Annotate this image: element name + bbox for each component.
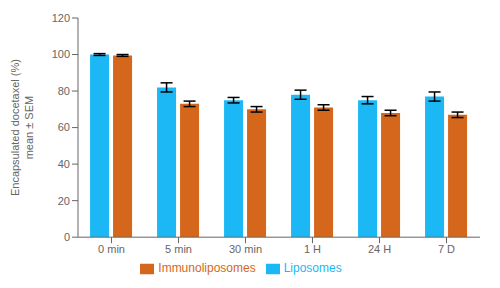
svg-text:7 D: 7 D <box>438 243 455 255</box>
svg-text:0: 0 <box>64 231 70 243</box>
html-text:Immunoliposomes: Immunoliposomes <box>158 261 256 276</box>
svg-text:24 H: 24 H <box>368 243 391 255</box>
svg-text:1 H: 1 H <box>304 243 321 255</box>
svg-text:5 min: 5 min <box>165 243 192 255</box>
svg-text:30 min: 30 min <box>229 243 262 255</box>
svg-text:0 min: 0 min <box>98 243 125 255</box>
svg-text:Encapsulated docetaxel (%)mean: Encapsulated docetaxel (%)mean ± SEM <box>9 59 35 196</box>
svg-text:120: 120 <box>52 12 70 24</box>
svg-text:60: 60 <box>58 121 70 133</box>
html-text:Liposomes: Liposomes <box>283 261 342 276</box>
svg-text:100: 100 <box>52 48 70 60</box>
svg-text:80: 80 <box>58 85 70 97</box>
svg-text:40: 40 <box>58 158 70 170</box>
svg-text:20: 20 <box>58 195 70 207</box>
